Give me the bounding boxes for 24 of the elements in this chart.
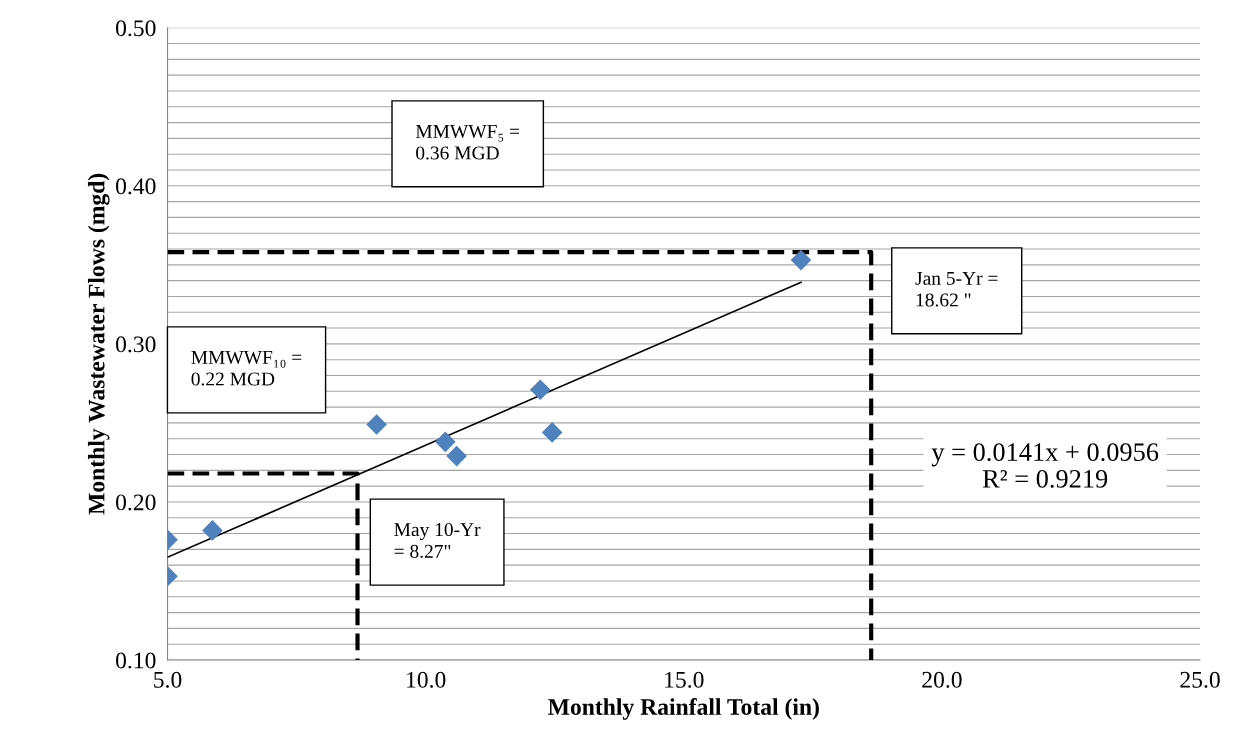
point	[366, 414, 387, 435]
x-tick-label: 20.0	[922, 671, 962, 688]
y-axis-title: Monthly Wastewater Flows (mgd)	[87, 173, 110, 515]
y-tick-label: 0.40	[116, 178, 156, 195]
y-tick-label: 0.10	[116, 652, 156, 669]
x-tick-label: 10.0	[407, 671, 446, 688]
annotation: MMWWF₁₀ = 0.22 MGD	[191, 350, 302, 386]
point	[790, 249, 812, 271]
y-tick-label: 0.30	[116, 336, 156, 353]
point	[202, 520, 223, 541]
point	[529, 379, 551, 401]
x-tick-label: 25.0	[1180, 671, 1220, 688]
point	[541, 422, 563, 443]
annotation: Jan 5-Yr = 18.62 "	[915, 271, 998, 307]
point	[446, 445, 467, 467]
annotation: May 10-Yr = 8.27"	[394, 522, 481, 558]
annotation: y = 0.0141x + 0.0956 R² = 0.9219	[931, 443, 1159, 488]
y-tick-label: 0.50	[116, 20, 156, 37]
x-tick-label: 15.0	[665, 671, 704, 688]
y-tick-label: 0.20	[116, 494, 156, 511]
annotation: MMWWF₅ = 0.36 MGD	[415, 124, 520, 160]
point	[434, 431, 456, 453]
x-axis-title: Monthly Rainfall Total (in)	[548, 698, 819, 720]
x-tick-label: 5.0	[154, 671, 182, 688]
